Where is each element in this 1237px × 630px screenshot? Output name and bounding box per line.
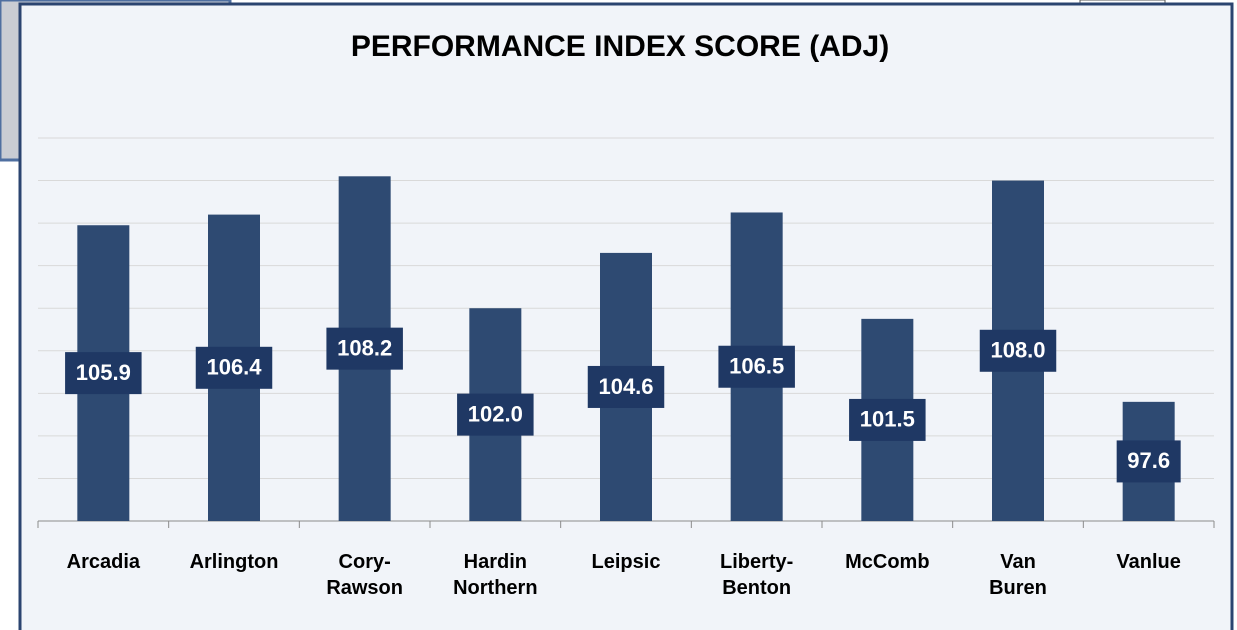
data-label-box bbox=[979, 329, 1057, 372]
x-tick-label: Cory-Rawson bbox=[326, 551, 403, 599]
data-label-box bbox=[718, 345, 795, 388]
data-label: 104.6 bbox=[598, 374, 653, 399]
data-label: 106.5 bbox=[729, 354, 784, 379]
x-tick-label: Vanlue bbox=[1116, 551, 1181, 573]
data-label: 102.0 bbox=[468, 401, 523, 426]
data-label: 105.9 bbox=[76, 360, 131, 385]
data-label: 108.0 bbox=[990, 338, 1045, 363]
x-tick-label: Liberty-Benton bbox=[719, 551, 794, 599]
data-label-box bbox=[457, 393, 534, 436]
x-tick-label: Arcadia bbox=[66, 551, 141, 573]
data-label: 106.4 bbox=[206, 355, 262, 380]
data-label: 101.5 bbox=[860, 407, 915, 432]
data-label-box bbox=[195, 346, 273, 389]
x-tick-label: Hardin Northern bbox=[453, 551, 538, 599]
x-tick-label: Leipsic bbox=[591, 551, 661, 573]
chart-title: PERFORMANCE INDEX SCORE (ADJ) bbox=[351, 30, 889, 63]
x-tick-label: McComb bbox=[845, 551, 930, 573]
data-label: 97.6 bbox=[1127, 448, 1170, 473]
x-tick-label: Arlington bbox=[189, 551, 279, 573]
data-label-box bbox=[849, 398, 926, 441]
x-tick-label: Van Buren bbox=[989, 551, 1047, 599]
data-label-box bbox=[326, 327, 403, 370]
data-label-box bbox=[65, 352, 142, 395]
data-label-box bbox=[587, 365, 665, 408]
data-label-box bbox=[1116, 440, 1181, 483]
data-label: 108.2 bbox=[337, 335, 392, 360]
